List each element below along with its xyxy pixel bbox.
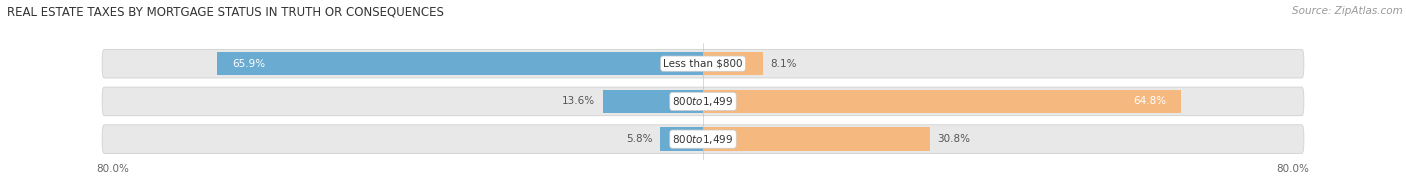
FancyBboxPatch shape [103,125,1303,153]
Bar [661,128,703,151]
Text: 30.8%: 30.8% [938,134,970,144]
Bar [703,90,1181,113]
Text: 5.8%: 5.8% [626,134,652,144]
Bar [217,52,703,75]
Bar [703,52,762,75]
Bar [703,128,931,151]
Text: 8.1%: 8.1% [770,59,797,69]
Bar [603,90,703,113]
Text: 64.8%: 64.8% [1133,96,1166,106]
FancyBboxPatch shape [103,87,1303,116]
FancyBboxPatch shape [103,49,1303,78]
Text: 13.6%: 13.6% [562,96,595,106]
Text: Source: ZipAtlas.com: Source: ZipAtlas.com [1292,6,1403,16]
Text: $800 to $1,499: $800 to $1,499 [672,133,734,146]
Text: 65.9%: 65.9% [232,59,264,69]
Text: $800 to $1,499: $800 to $1,499 [672,95,734,108]
Text: REAL ESTATE TAXES BY MORTGAGE STATUS IN TRUTH OR CONSEQUENCES: REAL ESTATE TAXES BY MORTGAGE STATUS IN … [7,6,444,19]
Text: Less than $800: Less than $800 [664,59,742,69]
